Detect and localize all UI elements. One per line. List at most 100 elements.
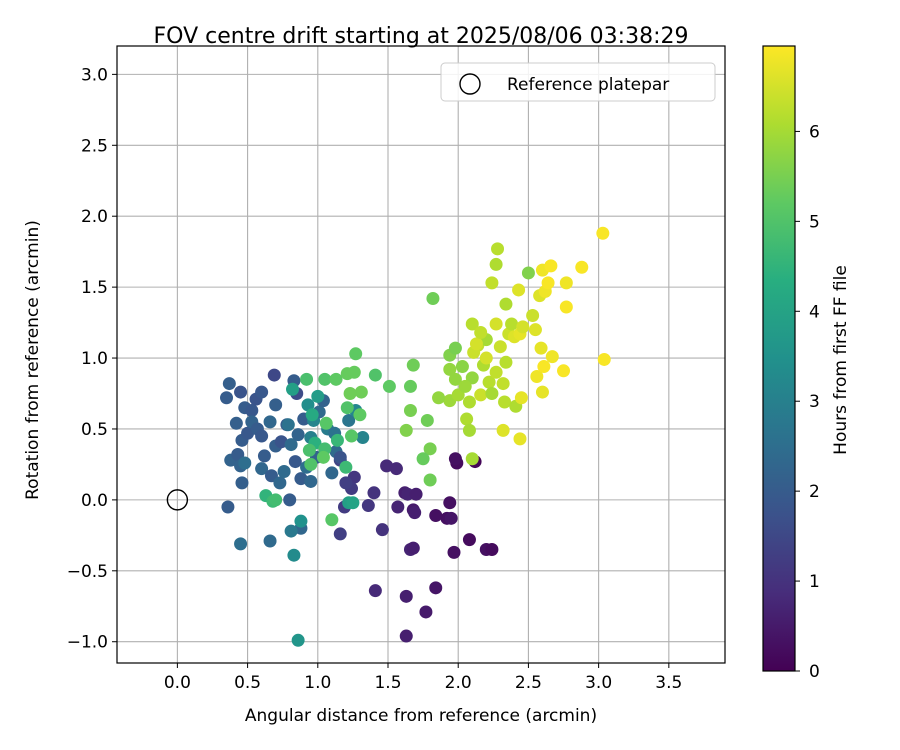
data-point	[267, 368, 281, 382]
data-point	[423, 473, 437, 487]
x-tick-label: 0.5	[234, 673, 261, 693]
y-tick-label: 0.5	[81, 420, 108, 440]
data-point	[245, 404, 259, 418]
data-points	[220, 226, 611, 647]
data-point	[316, 450, 330, 464]
data-point	[406, 358, 420, 372]
data-point	[458, 379, 472, 393]
data-point	[255, 429, 269, 443]
data-point	[255, 385, 269, 399]
data-point	[286, 382, 300, 396]
data-point	[304, 457, 318, 471]
colorbar-tick-label: 2	[809, 482, 820, 502]
data-point	[420, 413, 434, 427]
data-point	[513, 432, 527, 446]
data-point	[375, 523, 389, 537]
data-point	[294, 514, 308, 528]
data-point	[541, 276, 555, 290]
data-point	[241, 426, 255, 440]
data-point	[353, 408, 367, 422]
data-point	[460, 412, 474, 426]
x-axis-ticks: 0.0 0.5 1.0 1.5 2.0 2.5 3.0 3.5	[164, 663, 682, 693]
data-point	[403, 379, 417, 393]
legend: Reference platepar	[440, 62, 716, 102]
data-point	[319, 416, 333, 430]
data-point	[274, 435, 288, 449]
data-point	[368, 584, 382, 598]
data-point	[537, 360, 551, 374]
colorbar-label: Hours from first FF file	[831, 265, 851, 455]
legend-marker	[459, 73, 481, 95]
data-point	[462, 533, 476, 547]
data-point	[284, 524, 298, 538]
data-point	[333, 450, 347, 464]
data-point	[343, 387, 357, 401]
data-point	[516, 320, 530, 334]
data-point	[448, 372, 462, 386]
y-tick-label: 0.0	[81, 491, 108, 511]
y-tick-label: 2.5	[81, 136, 108, 156]
data-point	[557, 364, 571, 378]
data-point	[257, 449, 271, 463]
data-point	[238, 456, 252, 470]
data-point	[448, 341, 462, 355]
legend-box	[440, 62, 716, 102]
data-point	[465, 452, 479, 466]
y-tick-label: 1.0	[81, 349, 108, 369]
data-point	[325, 466, 339, 480]
y-tick-label: 2.0	[81, 207, 108, 227]
data-point	[535, 385, 549, 399]
data-point	[273, 476, 287, 490]
colorbar-tick-label: 6	[809, 122, 820, 142]
data-point	[545, 350, 559, 364]
data-point	[302, 443, 316, 457]
data-point	[269, 398, 283, 412]
data-point	[382, 379, 396, 393]
plot-frame	[116, 45, 726, 664]
legend-label: Reference platepar	[507, 75, 669, 95]
data-point	[498, 395, 512, 409]
data-point	[491, 242, 505, 256]
data-point	[462, 395, 476, 409]
data-point	[419, 605, 433, 619]
data-point	[349, 347, 363, 361]
data-point	[559, 300, 573, 314]
data-point	[499, 297, 513, 311]
data-point	[294, 472, 308, 486]
y-tick-label: 1.5	[81, 278, 108, 298]
data-point	[443, 496, 457, 510]
data-point	[489, 365, 503, 379]
y-axis-ticks: 3.0 2.5 2.0 1.5 1.0 0.5 0.0 −0.5 −1.0	[67, 65, 117, 653]
data-point	[255, 462, 269, 476]
x-tick-label: 2.0	[445, 673, 472, 693]
data-point	[485, 387, 499, 401]
data-point	[423, 442, 437, 456]
data-point	[399, 423, 413, 437]
data-point	[485, 276, 499, 290]
data-point	[222, 377, 236, 391]
data-point	[521, 266, 535, 280]
data-point	[432, 391, 446, 405]
data-point	[288, 455, 302, 469]
data-point	[429, 508, 443, 522]
data-point	[346, 496, 360, 510]
data-point	[311, 389, 325, 403]
y-tick-label: −1.0	[67, 633, 108, 653]
data-point	[269, 493, 283, 507]
x-tick-label: 2.5	[515, 673, 542, 693]
data-point	[263, 534, 277, 548]
data-point	[339, 476, 353, 490]
data-point	[347, 365, 361, 379]
data-point	[448, 452, 462, 466]
data-point	[229, 416, 243, 430]
data-point	[339, 460, 353, 474]
x-tick-label: 1.5	[374, 673, 401, 693]
data-point	[305, 408, 319, 422]
x-tick-label: 3.5	[655, 673, 682, 693]
data-point	[505, 317, 519, 331]
colorbar-tick-label: 0	[809, 662, 820, 682]
data-point	[479, 351, 493, 365]
data-point	[416, 452, 430, 466]
data-point	[530, 369, 544, 383]
data-point	[462, 423, 476, 437]
